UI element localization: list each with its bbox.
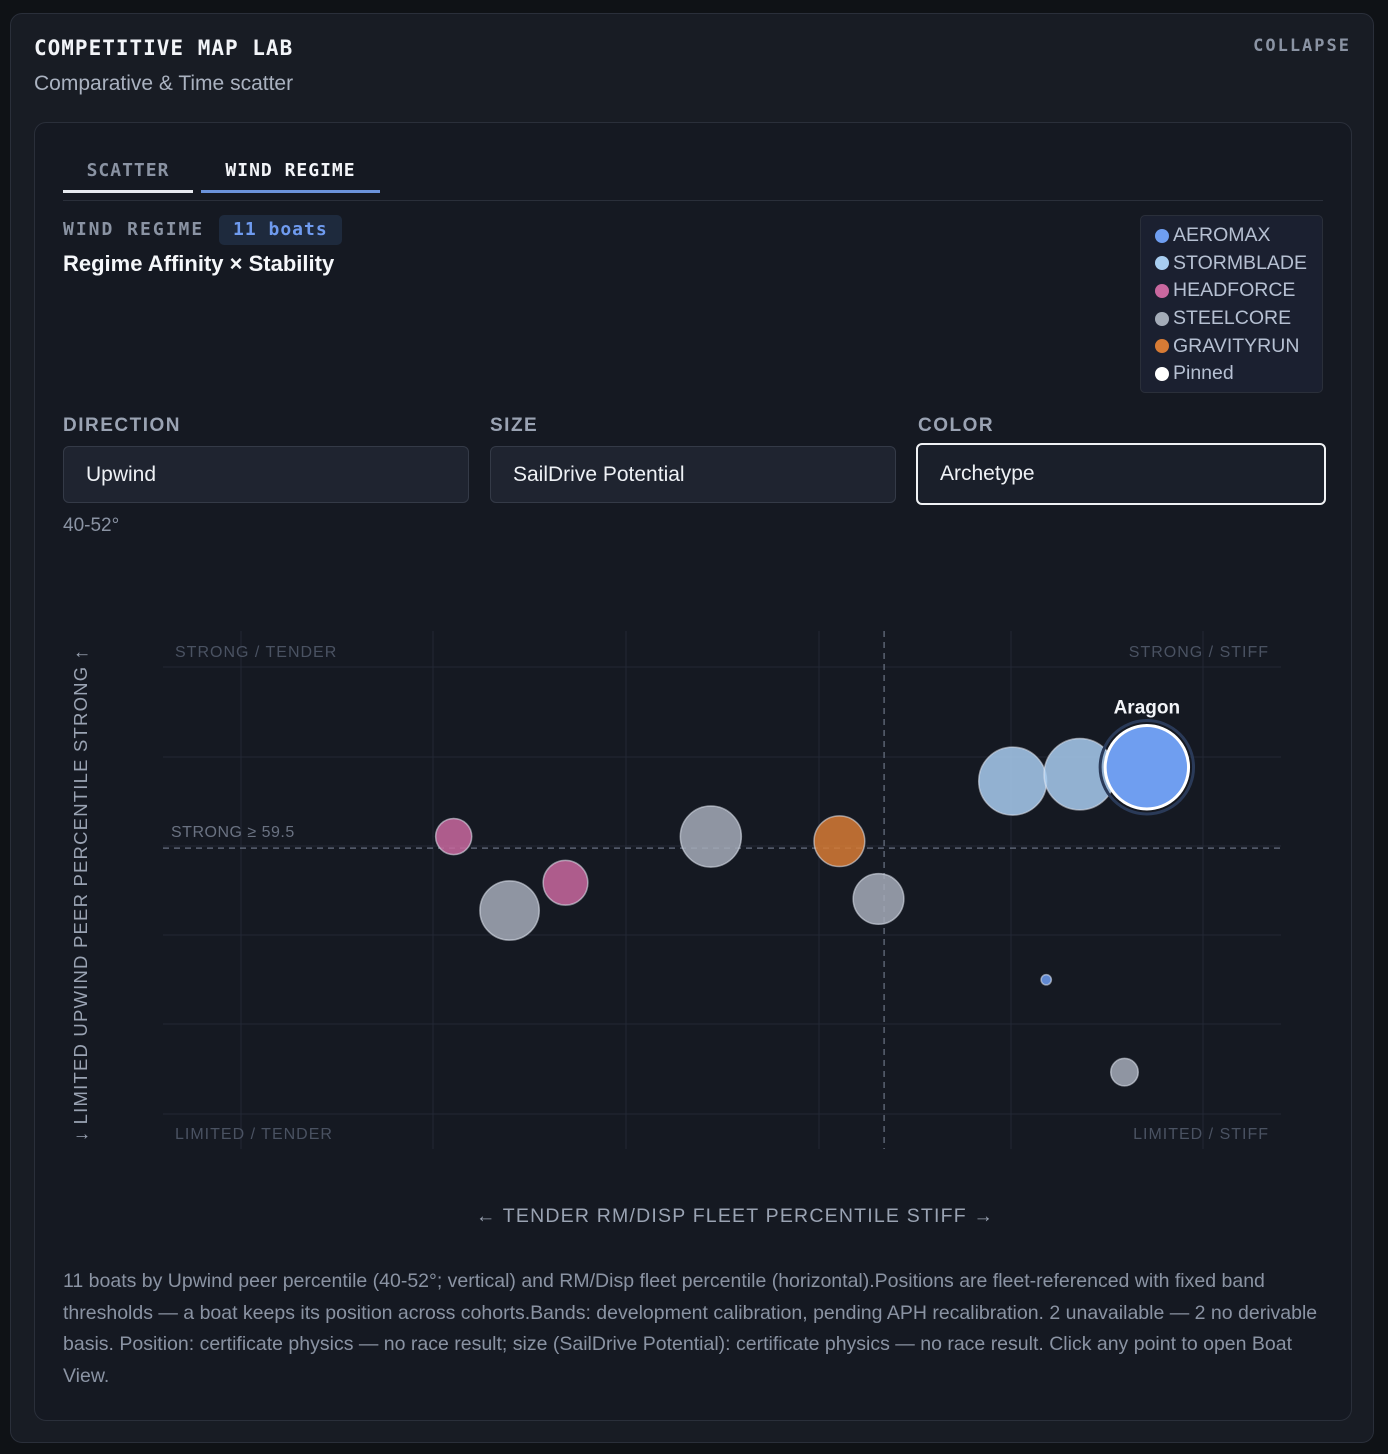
app-title: COMPETITIVE MAP LAB	[34, 36, 294, 60]
legend-dot	[1155, 339, 1169, 354]
point-label: Aragon	[1114, 698, 1181, 719]
regime-scatter-chart: STRONG / TENDER STRONG / STIFF LIMITED /…	[70, 631, 1281, 1227]
legend-dot	[1155, 311, 1169, 326]
boat-point-gravityrun[interactable]	[813, 815, 866, 868]
y-axis-label: ↓ LIMITED UPWIND PEER PERCENTILE STRONG …	[70, 649, 91, 1141]
collapse-button[interactable]: COLLAPSE	[1253, 36, 1351, 56]
quadrant-label-limited-stiff: LIMITED / STIFF	[1133, 1126, 1269, 1143]
quadrant-label-strong-tender: STRONG / TENDER	[175, 644, 337, 661]
legend-dot	[1155, 228, 1169, 243]
color-select[interactable]: Archetype	[916, 443, 1326, 505]
boat-point-aeromax[interactable]	[1103, 724, 1191, 811]
size-label: SIZE	[490, 415, 539, 436]
legend-label: GRAVITYRUN	[1173, 334, 1300, 357]
chart-title: Regime Affinity × Stability	[63, 251, 335, 276]
legend-label: STORMBLADE	[1173, 251, 1308, 274]
boat-point-steelcore[interactable]	[852, 872, 905, 926]
legend-item-steelcore: STEELCORE	[1155, 305, 1322, 333]
app-subtitle: Comparative & Time scatter	[34, 72, 294, 95]
tab-wind-regime[interactable]: WIND REGIME	[201, 153, 380, 193]
threshold-label: STRONG ≥ 59.5	[171, 824, 295, 841]
competitive-map-lab-card: COMPETITIVE MAP LAB Comparative & Time s…	[10, 13, 1374, 1443]
legend-dot	[1155, 256, 1169, 271]
boat-point-aeromax[interactable]	[1040, 973, 1053, 986]
legend-label: STEELCORE	[1173, 307, 1292, 330]
boat-point-headforce[interactable]	[434, 817, 473, 856]
boat-point-steelcore[interactable]	[1109, 1057, 1139, 1087]
legend-label: Pinned	[1173, 362, 1234, 385]
boat-point-headforce[interactable]	[542, 859, 589, 906]
section-label: WIND REGIME	[63, 219, 205, 240]
legend-label: AEROMAX	[1173, 224, 1271, 247]
boat-count-badge: 11 boats	[219, 215, 342, 245]
wind-regime-panel: SCATTER WIND REGIME WIND REGIME 11 boats…	[34, 122, 1352, 1421]
direction-label: DIRECTION	[63, 415, 181, 436]
legend-dot	[1155, 283, 1169, 298]
x-axis-label: ← TENDER RM/DISP FLEET PERCENTILE STIFF …	[476, 1205, 994, 1227]
quadrant-label-limited-tender: LIMITED / TENDER	[175, 1126, 333, 1143]
chart-footnote: 11 boats by Upwind peer percentile (40-5…	[63, 1270, 1318, 1387]
data-points: Aragon	[434, 698, 1196, 1087]
direction-hint: 40-52°	[63, 515, 120, 536]
color-label: COLOR	[918, 415, 995, 436]
legend-item-pinned: Pinned	[1155, 360, 1322, 388]
legend-item-stormblade: STORMBLADE	[1155, 250, 1322, 278]
boat-point-steelcore[interactable]	[479, 880, 540, 941]
legend-item-headforce: HEADFORCE	[1155, 277, 1322, 305]
boat-point-steelcore[interactable]	[679, 805, 743, 868]
legend-dot	[1155, 366, 1169, 381]
legend-label: HEADFORCE	[1173, 279, 1296, 302]
tab-scatter[interactable]: SCATTER	[63, 153, 193, 193]
legend-item-gravityrun: GRAVITYRUN	[1155, 332, 1322, 360]
quadrant-label-strong-stiff: STRONG / STIFF	[1129, 644, 1269, 661]
legend-item-aeromax: AEROMAX	[1155, 222, 1322, 250]
legend: AEROMAX STORMBLADE HEADFORCE STEELCORE G…	[1140, 215, 1323, 393]
pinned-halo	[1098, 719, 1196, 816]
size-select[interactable]: SailDrive Potential	[490, 446, 896, 503]
boat-point-stormblade[interactable]	[977, 746, 1048, 816]
tab-bar: SCATTER WIND REGIME	[63, 153, 1323, 201]
direction-select[interactable]: Upwind	[63, 446, 469, 503]
